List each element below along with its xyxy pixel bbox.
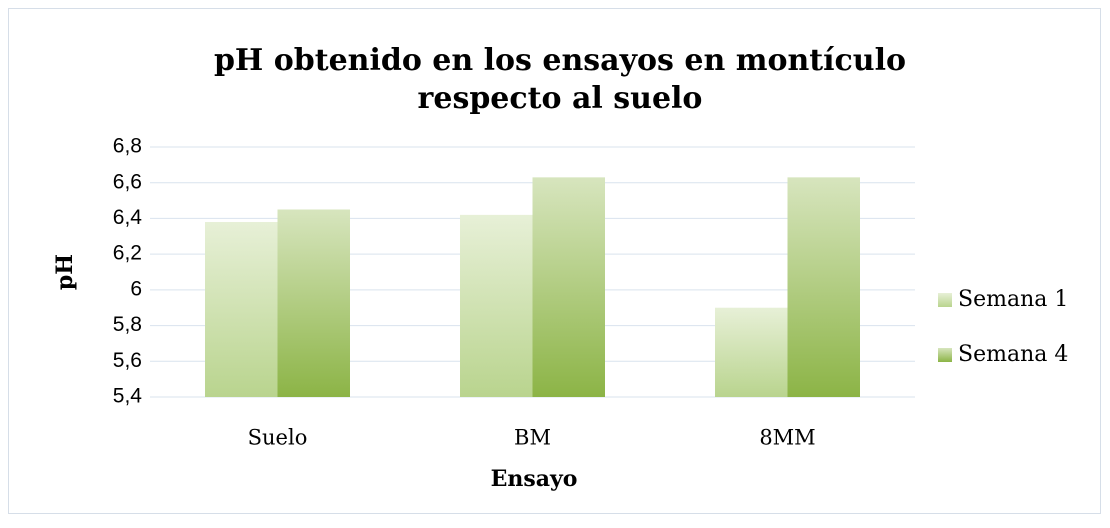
x-tick-label: 8MM <box>759 426 815 450</box>
legend-label: Semana 4 <box>958 342 1068 367</box>
chart-title: respecto al suelo <box>418 81 703 116</box>
bar <box>205 222 278 397</box>
legend-swatch <box>938 348 952 362</box>
y-tick-label: 5,6 <box>113 349 142 372</box>
x-tick-label: Suelo <box>248 426 308 450</box>
legend-label: Semana 1 <box>958 287 1068 312</box>
y-axis-label: pH <box>52 254 78 290</box>
bar <box>532 177 605 397</box>
y-tick-label: 5,8 <box>113 313 142 336</box>
y-tick-label: 6,2 <box>113 242 142 265</box>
bar <box>787 177 860 397</box>
x-axis-label: Ensayo <box>491 466 578 492</box>
y-tick-label: 6,4 <box>113 206 143 229</box>
y-tick-label: 5,4 <box>113 385 143 408</box>
y-tick-label: 6 <box>130 277 142 300</box>
bar <box>715 307 788 397</box>
x-tick-label: BM <box>514 426 551 450</box>
bar <box>460 214 533 397</box>
y-tick-label: 6,6 <box>113 170 142 193</box>
chart-title: pH obtenido en los ensayos en montículo <box>214 43 906 78</box>
bar <box>277 209 350 397</box>
y-tick-label: 6,8 <box>113 135 142 158</box>
legend-swatch <box>938 293 952 307</box>
